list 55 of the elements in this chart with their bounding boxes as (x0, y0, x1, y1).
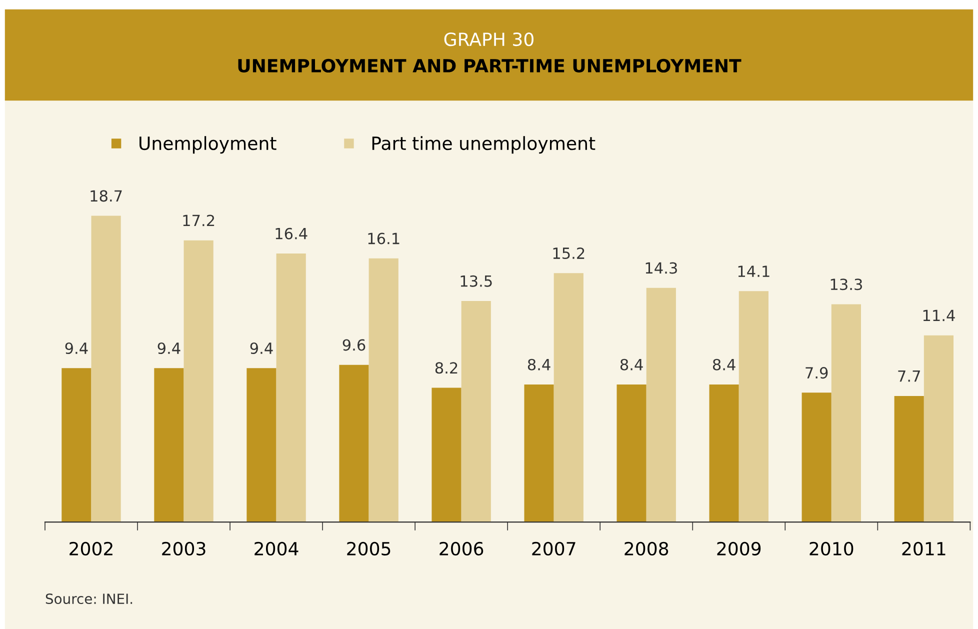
bar (276, 253, 306, 522)
bar (184, 240, 214, 522)
data-label: 15.2 (553, 247, 584, 260)
x-tick-label: 2002 (70, 542, 112, 556)
data-label: 8.4 (528, 358, 550, 370)
data-label: 14.3 (646, 262, 677, 274)
bar (616, 384, 646, 522)
chart-title: GRAPH 30 (444, 32, 534, 46)
bar (246, 368, 276, 522)
data-label: 14.1 (738, 266, 770, 277)
data-label: 7.9 (806, 367, 828, 379)
data-label: 11.4 (923, 310, 955, 322)
bar (154, 368, 184, 522)
chart-subtitle: UNEMPLOYMENT AND PART-TIME UNEMPLOYMENT (238, 58, 742, 73)
data-label: 17.2 (183, 214, 214, 226)
x-tick-label: 2010 (810, 542, 854, 556)
data-label: 8.4 (620, 358, 643, 370)
x-tick-label: 2006 (440, 542, 484, 556)
bar (461, 300, 491, 522)
bar (802, 392, 832, 522)
bar (368, 258, 398, 522)
data-label: 9.4 (250, 342, 273, 354)
x-tick-label: 2011 (902, 542, 946, 556)
x-tick-label: 2008 (624, 542, 668, 556)
bar (554, 273, 584, 522)
x-tick-label: 2005 (347, 542, 390, 556)
bar (524, 384, 554, 522)
data-label: 16.4 (276, 228, 308, 240)
bar (62, 368, 92, 522)
data-label: 18.7 (90, 190, 122, 202)
legend-label: Part time unemployment (372, 136, 596, 154)
data-label: 9.6 (342, 339, 366, 351)
data-label: 13.3 (830, 278, 862, 290)
bar (894, 396, 924, 522)
bar (831, 304, 862, 522)
bar (91, 216, 121, 522)
data-label: 8.4 (712, 358, 736, 370)
data-label: 7.7 (898, 370, 920, 382)
data-label: 13.5 (460, 275, 492, 287)
data-label: 16.1 (368, 232, 400, 244)
bar (709, 384, 739, 522)
x-tick-label: 2007 (532, 542, 576, 556)
x-tick-label: 2003 (162, 542, 206, 556)
data-label: 8.2 (435, 362, 458, 374)
x-tick-label: 2009 (717, 542, 761, 556)
bar (432, 388, 462, 522)
legend-label: Unemployment (140, 136, 276, 154)
data-label: 9.4 (158, 342, 180, 354)
bar (646, 288, 676, 522)
bar (738, 291, 768, 522)
data-label: 9.4 (65, 342, 88, 354)
x-tick-label: 2004 (254, 542, 298, 556)
bar (339, 364, 369, 522)
source-note: Source: INEI. (46, 594, 132, 604)
bar (924, 335, 954, 522)
